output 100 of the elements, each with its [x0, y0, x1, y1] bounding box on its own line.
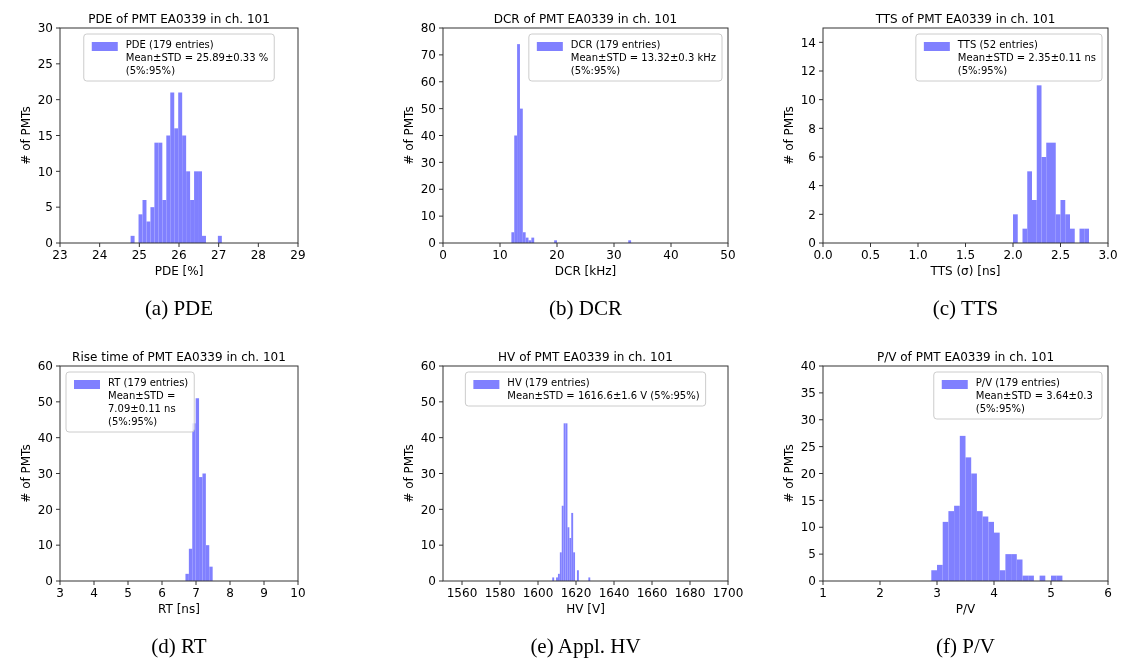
x-tick-label: 1660 [636, 586, 668, 600]
y-axis-title: # of PMTs [19, 444, 33, 503]
y-tick-label: 30 [37, 21, 53, 36]
y-tick-label: 30 [37, 466, 53, 481]
x-tick-label: 1640 [598, 586, 630, 600]
legend-label: TTS (52 entries) Mean±STD = 2.35±0.11 ns (5%:95%) [956, 39, 1096, 76]
x-tick-label: 20 [549, 248, 565, 262]
y-tick-label: 0 [428, 236, 436, 251]
y-axis-title: # of PMTs [782, 444, 796, 503]
x-axis-title: RT [ns] [158, 602, 200, 616]
y-tick-label: 0 [808, 236, 816, 251]
legend-label: HV (179 entries) Mean±STD = 1616.6±1.6 V (5%:95%) [507, 377, 700, 401]
x-tick-label: 27 [211, 248, 227, 262]
y-tick-label: 0 [808, 574, 816, 589]
y-tick-label: 14 [800, 35, 816, 50]
y-axis-title: # of PMTs [402, 106, 416, 165]
text: (b) DCR [549, 296, 622, 320]
x-tick-label: 2.5 [1050, 248, 1071, 262]
x-tick-label: 23 [52, 248, 68, 262]
y-tick-label: 40 [420, 128, 436, 143]
y-tick-label: 50 [37, 395, 53, 410]
y-tick-label: 25 [37, 57, 53, 72]
y-tick-label: 10 [800, 520, 816, 535]
y-tick-label: 2 [808, 207, 816, 222]
x-tick-label: 0 [439, 248, 447, 262]
y-tick-label: 15 [37, 128, 53, 143]
y-tick-label: 50 [420, 395, 436, 410]
y-tick-label: 5 [808, 547, 816, 562]
y-tick-label: 40 [420, 430, 436, 445]
y-tick-label: 20 [420, 502, 436, 517]
x-tick-label: 1.0 [908, 248, 928, 262]
y-tick-label: 5 [45, 200, 53, 215]
x-tick-label: 4 [990, 586, 998, 600]
y-tick-label: 30 [800, 412, 816, 427]
chart-title: HV of PMT EA0339 in ch. 101 [498, 350, 673, 364]
y-tick-label: 30 [420, 466, 436, 481]
y-tick-label: 20 [420, 182, 436, 197]
x-tick-label: 3.0 [1098, 248, 1118, 262]
x-tick-label: 8 [226, 586, 234, 600]
y-tick-label: 15 [800, 493, 816, 508]
y-axis-title: # of PMTs [19, 106, 33, 165]
y-tick-label: 40 [800, 359, 816, 374]
y-tick-label: 20 [800, 466, 816, 481]
x-tick-label: 4 [90, 586, 98, 600]
y-tick-label: 60 [420, 74, 436, 89]
y-tick-label: 50 [420, 101, 436, 116]
x-tick-label: 0.0 [813, 248, 833, 262]
x-tick-label: 29 [290, 248, 306, 262]
x-tick-label: 5 [124, 586, 132, 600]
text: (a) PDE [144, 296, 214, 320]
y-tick-label: 4 [808, 178, 816, 193]
y-tick-label: 10 [37, 164, 53, 179]
chart-title: DCR of PMT EA0339 in ch. 101 [493, 12, 678, 26]
y-tick-label: 40 [37, 430, 53, 445]
legend-label: P/V (179 entries) Mean±STD = 3.64±0.3 (5%:95%) [975, 377, 1097, 414]
text: (d) RT [151, 634, 207, 658]
x-tick-label: 1700 [712, 586, 744, 600]
y-tick-label: 6 [808, 150, 816, 165]
y-tick-label: 0 [45, 236, 53, 251]
x-tick-label: 1 [819, 586, 827, 600]
y-tick-label: 20 [37, 92, 53, 107]
y-tick-label: 10 [800, 92, 816, 107]
y-tick-label: 60 [37, 359, 53, 374]
x-tick-label: 7 [192, 586, 200, 600]
y-tick-label: 0 [45, 574, 53, 589]
x-tick-label: 5 [1047, 586, 1055, 600]
x-tick-label: 2 [876, 586, 884, 600]
chart-title: Rise time of PMT EA0339 in ch. 101 [72, 350, 286, 364]
x-tick-label: 9 [260, 586, 268, 600]
x-tick-label: 24 [92, 248, 108, 262]
x-tick-label: 50 [720, 248, 736, 262]
y-tick-label: 10 [420, 209, 436, 224]
x-tick-label: 1.5 [955, 248, 976, 262]
text: (e) Appl. HV [530, 634, 641, 658]
x-tick-label: 26 [171, 248, 187, 262]
y-tick-label: 25 [800, 439, 816, 454]
x-tick-label: 10 [290, 586, 306, 600]
x-tick-label: 30 [606, 248, 622, 262]
y-tick-label: 10 [420, 538, 436, 553]
x-tick-label: 10 [492, 248, 508, 262]
text: (f) P/V [936, 634, 995, 658]
y-tick-label: 0 [428, 574, 436, 589]
x-tick-label: 25 [131, 248, 147, 262]
chart-title: PDE of PMT EA0339 in ch. 101 [88, 12, 270, 26]
x-tick-label: 1600 [522, 586, 554, 600]
y-tick-label: 8 [808, 121, 816, 136]
y-tick-label: 35 [800, 386, 816, 401]
x-tick-label: 1680 [674, 586, 706, 600]
y-tick-label: 70 [420, 48, 436, 63]
y-tick-label: 10 [37, 538, 53, 553]
y-tick-label: 20 [37, 502, 53, 517]
x-tick-label: 3 [56, 586, 64, 600]
x-tick-label: 6 [1104, 586, 1112, 600]
legend-label: PDE (179 entries) Mean±STD = 25.89±0.33 % (5%:95%) [125, 39, 269, 76]
x-tick-label: 1560 [446, 586, 478, 600]
y-axis-title: # of PMTs [402, 444, 416, 503]
x-tick-label: 2.0 [1003, 248, 1023, 262]
y-tick-label: 12 [800, 64, 816, 79]
x-tick-label: 3 [933, 586, 941, 600]
x-tick-label: 6 [158, 586, 166, 600]
